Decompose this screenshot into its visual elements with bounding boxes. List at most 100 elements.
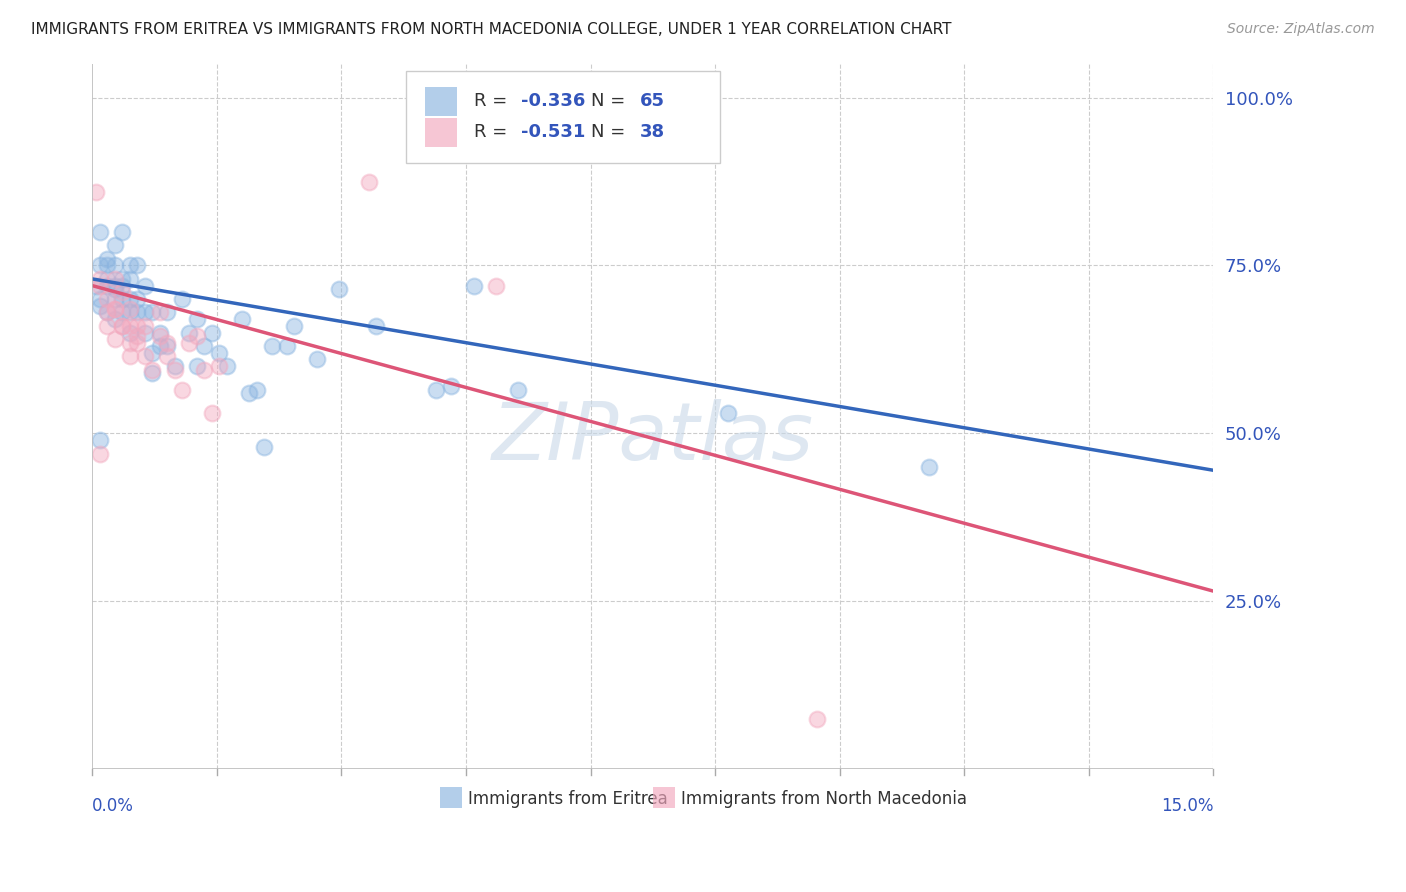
Point bbox=[156, 335, 179, 350]
Point bbox=[89, 292, 111, 306]
Point bbox=[201, 406, 224, 420]
Point bbox=[134, 305, 156, 319]
Point bbox=[305, 352, 328, 367]
Point bbox=[134, 278, 156, 293]
Point bbox=[104, 272, 127, 286]
Point bbox=[485, 278, 508, 293]
Point bbox=[118, 318, 141, 333]
Point bbox=[127, 305, 149, 319]
Text: N =: N = bbox=[592, 123, 631, 142]
Point bbox=[170, 292, 193, 306]
Point bbox=[156, 339, 179, 353]
Point bbox=[193, 362, 215, 376]
Point bbox=[425, 383, 447, 397]
Point bbox=[111, 225, 134, 239]
Point bbox=[89, 225, 111, 239]
Point bbox=[127, 259, 149, 273]
Point bbox=[149, 326, 172, 340]
Point bbox=[134, 349, 156, 363]
Text: 0.0%: 0.0% bbox=[93, 797, 134, 815]
Point bbox=[717, 406, 740, 420]
Point bbox=[201, 326, 224, 340]
Point bbox=[96, 259, 118, 273]
Point bbox=[149, 305, 172, 319]
Text: 38: 38 bbox=[640, 123, 665, 142]
Point bbox=[111, 292, 134, 306]
Point bbox=[127, 318, 149, 333]
Point bbox=[208, 359, 231, 374]
Text: -0.531: -0.531 bbox=[520, 123, 585, 142]
Point bbox=[118, 335, 141, 350]
Point bbox=[111, 318, 134, 333]
Point bbox=[104, 292, 127, 306]
Text: R =: R = bbox=[474, 123, 513, 142]
Point bbox=[246, 383, 269, 397]
Point bbox=[118, 292, 141, 306]
Point bbox=[918, 459, 941, 474]
Point bbox=[84, 278, 107, 293]
Point bbox=[104, 302, 127, 317]
Text: -0.336: -0.336 bbox=[520, 93, 585, 111]
Point bbox=[238, 386, 260, 401]
Point bbox=[215, 359, 238, 374]
Text: Immigrants from Eritrea: Immigrants from Eritrea bbox=[468, 789, 668, 807]
Point bbox=[134, 318, 156, 333]
Point bbox=[806, 712, 828, 726]
Point bbox=[276, 339, 298, 353]
Point bbox=[149, 339, 172, 353]
Point bbox=[118, 305, 141, 319]
Point bbox=[163, 359, 186, 374]
Point bbox=[170, 383, 193, 397]
Point bbox=[96, 278, 118, 293]
Point bbox=[111, 278, 134, 293]
Point bbox=[508, 383, 530, 397]
FancyBboxPatch shape bbox=[425, 87, 457, 116]
Point bbox=[208, 345, 231, 359]
Point bbox=[328, 282, 350, 296]
Point bbox=[96, 292, 118, 306]
Point bbox=[84, 185, 107, 199]
Point bbox=[141, 305, 163, 319]
Point bbox=[96, 318, 118, 333]
Point bbox=[127, 292, 149, 306]
Point bbox=[104, 259, 127, 273]
Point bbox=[186, 359, 208, 374]
Point bbox=[118, 302, 141, 317]
FancyBboxPatch shape bbox=[425, 119, 457, 146]
Point bbox=[118, 272, 141, 286]
Point bbox=[89, 278, 111, 293]
Text: R =: R = bbox=[474, 93, 513, 111]
Point bbox=[96, 305, 118, 319]
Point bbox=[186, 312, 208, 326]
Point bbox=[111, 272, 134, 286]
Point bbox=[231, 312, 253, 326]
Point bbox=[156, 305, 179, 319]
Point bbox=[96, 252, 118, 266]
Point bbox=[179, 335, 201, 350]
Point bbox=[179, 326, 201, 340]
FancyBboxPatch shape bbox=[440, 787, 463, 808]
Point bbox=[253, 440, 276, 454]
Point bbox=[463, 278, 485, 293]
Point bbox=[89, 272, 111, 286]
Point bbox=[141, 366, 163, 380]
Point bbox=[366, 318, 388, 333]
Point bbox=[283, 318, 305, 333]
Point bbox=[89, 299, 111, 313]
Point bbox=[111, 285, 134, 300]
Text: 15.0%: 15.0% bbox=[1161, 797, 1213, 815]
Point bbox=[111, 318, 134, 333]
Point bbox=[104, 238, 127, 252]
Text: N =: N = bbox=[592, 93, 631, 111]
Point bbox=[118, 259, 141, 273]
Point bbox=[440, 379, 463, 393]
Point bbox=[104, 282, 127, 296]
FancyBboxPatch shape bbox=[652, 787, 675, 808]
Point bbox=[163, 362, 186, 376]
Point bbox=[104, 278, 127, 293]
Point bbox=[96, 305, 118, 319]
Point bbox=[89, 446, 111, 460]
Point bbox=[134, 326, 156, 340]
Point bbox=[156, 349, 179, 363]
Point bbox=[260, 339, 283, 353]
